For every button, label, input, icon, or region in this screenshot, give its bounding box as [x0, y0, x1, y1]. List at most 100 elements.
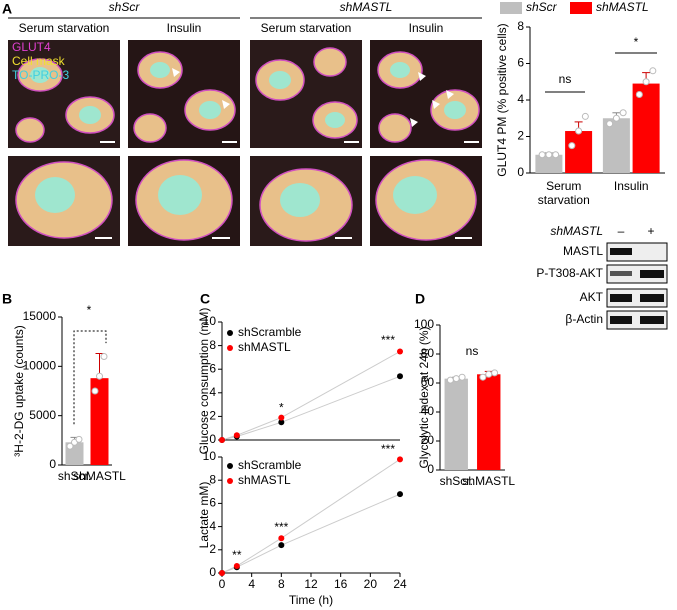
data-point	[552, 151, 560, 159]
y-tick-label: 4	[209, 385, 216, 399]
y-tick-label: 2	[209, 542, 216, 556]
x-tick-label: 0	[219, 577, 226, 591]
x-tick-label: Insulin	[613, 179, 649, 193]
data-point	[491, 369, 499, 377]
data-point	[485, 370, 493, 378]
trend-line	[221, 375, 401, 441]
data-point	[219, 437, 225, 443]
trend-line	[221, 458, 401, 574]
blot-header: shMASTL	[550, 224, 603, 238]
condition-label: Serum starvation	[19, 21, 110, 35]
data-point	[452, 375, 460, 383]
legend-marker	[227, 330, 233, 336]
micrographs	[8, 40, 482, 246]
panel-label: D	[415, 291, 425, 307]
y-axis-label: Lactate mM)	[197, 482, 211, 549]
data-point	[568, 142, 576, 150]
y-tick-label: 0	[517, 165, 524, 179]
y-tick-label: 100	[414, 317, 434, 331]
data-point	[219, 570, 225, 576]
bar	[535, 154, 563, 173]
panel-label: C	[200, 291, 210, 307]
blot-row-label: MASTL	[563, 244, 603, 258]
y-tick-label: 0	[209, 432, 216, 446]
legend-label: shMASTL	[238, 473, 291, 487]
y-tick-label: 2	[209, 409, 216, 423]
data-point	[538, 151, 546, 159]
x-axis-label: Time (h)	[289, 593, 333, 607]
data-point	[278, 535, 285, 542]
y-axis-label: Glycolytic index at 24h (%)	[417, 326, 431, 468]
y-axis-label: Glucose consumption (mM)	[197, 308, 211, 455]
data-point	[635, 91, 643, 99]
stain-label: GLUT4	[12, 40, 51, 54]
blot-row-label: β-Actin	[565, 312, 603, 326]
legend-label: shScramble	[238, 458, 302, 472]
y-tick-label: 10000	[23, 359, 57, 373]
data-point	[100, 352, 108, 360]
data-point	[233, 432, 240, 439]
legend-marker	[227, 345, 233, 351]
y-tick-label: 6	[209, 361, 216, 375]
x-tick-label: 8	[278, 577, 285, 591]
y-tick-label: 15000	[23, 309, 57, 323]
data-point	[278, 419, 285, 426]
x-tick-label: Serum starvation	[537, 179, 590, 207]
data-point	[278, 542, 285, 549]
x-tick-label: 20	[364, 577, 378, 591]
data-point	[458, 373, 466, 381]
x-tick-label: 4	[248, 577, 255, 591]
significance-bracket	[73, 330, 107, 425]
y-tick-label: 10	[203, 449, 217, 463]
stain-label: TO-PRO-3	[12, 68, 69, 82]
data-point	[397, 373, 403, 380]
annotation: *	[279, 400, 284, 414]
data-point	[479, 373, 487, 381]
data-point	[446, 376, 454, 384]
annotation: **	[232, 548, 242, 562]
y-tick-label: 60	[421, 375, 435, 389]
panel-label: A	[2, 1, 12, 17]
x-tick-label: shScr.	[58, 469, 91, 483]
legend-swatch	[500, 2, 522, 14]
condition-label: Insulin	[167, 21, 202, 35]
y-tick-label: 8	[209, 338, 216, 352]
trend-line	[221, 493, 401, 574]
bar	[565, 131, 593, 173]
legend-label: shScramble	[238, 325, 302, 339]
y-tick-label: 8	[517, 19, 524, 33]
trend-line	[221, 351, 401, 441]
x-tick-label: 16	[334, 577, 348, 591]
blot-row-label: AKT	[580, 290, 604, 304]
data-point	[642, 78, 650, 86]
group-label: shMASTL	[340, 0, 393, 14]
data-point	[397, 491, 403, 498]
y-tick-label: 10	[203, 314, 217, 328]
data-point	[581, 112, 589, 120]
annotation: ***	[381, 333, 395, 347]
y-tick-label: 2	[517, 129, 524, 143]
y-tick-label: 4	[517, 92, 524, 106]
legend-marker	[227, 478, 233, 484]
data-point	[649, 67, 657, 75]
data-point	[75, 435, 83, 443]
y-tick-label: 0	[209, 565, 216, 579]
group-label: shScr	[109, 0, 141, 14]
data-point	[233, 563, 240, 570]
legend-label: shMASTL	[596, 0, 649, 14]
y-tick-label: 8	[209, 472, 216, 486]
condition-label: Serum starvation	[261, 21, 352, 35]
data-point	[96, 372, 103, 380]
annotation: ***	[274, 520, 288, 534]
y-tick-label: 6	[517, 56, 524, 70]
y-tick-label: 80	[421, 346, 435, 360]
x-tick-label: shMASTL	[73, 469, 126, 483]
x-tick-label: 24	[393, 577, 407, 591]
annotation: ns	[559, 72, 572, 86]
y-tick-label: 40	[421, 404, 435, 418]
y-tick-label: 5000	[29, 408, 56, 422]
data-point	[91, 387, 99, 395]
legend-swatch	[570, 2, 592, 14]
data-point	[612, 114, 620, 122]
y-tick-label: 20	[421, 433, 435, 447]
